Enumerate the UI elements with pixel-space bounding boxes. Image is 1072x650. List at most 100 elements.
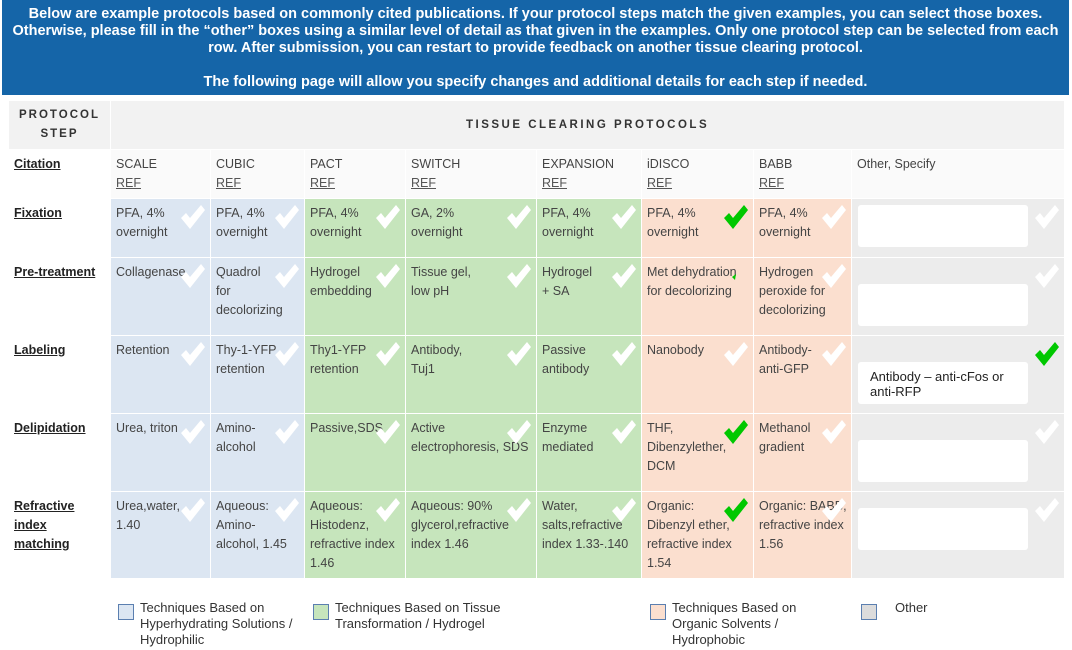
check-icon-selected[interactable] — [720, 417, 750, 447]
option-cell[interactable]: Urea, triton — [110, 413, 211, 492]
option-cell[interactable]: Hydrogel embedding — [304, 257, 406, 336]
option-cell[interactable]: Hydrogen peroxide for decolorizing — [753, 257, 852, 336]
option-cell[interactable]: Aqueous: Histodenz, refractive index 1.4… — [304, 491, 406, 579]
protocol-table: PROTOCOL STEP TISSUE CLEARING PROTOCOLS … — [8, 100, 1066, 579]
ref-link-switch[interactable]: REF — [411, 176, 436, 190]
option-cell[interactable]: Enzyme mediated — [536, 413, 642, 492]
ref-link-expansion[interactable]: REF — [542, 176, 567, 190]
option-cell[interactable]: Active electrophoresis, SDS — [405, 413, 537, 492]
check-icon[interactable] — [818, 202, 848, 232]
check-icon-selected[interactable] — [720, 495, 750, 525]
option-cell[interactable]: GA, 2% overnight — [405, 198, 537, 258]
check-icon[interactable] — [503, 495, 533, 525]
option-cell[interactable]: Passive,SDS — [304, 413, 406, 492]
check-icon[interactable] — [818, 261, 848, 291]
other-input[interactable] — [858, 440, 1029, 482]
check-icon[interactable] — [177, 202, 207, 232]
check-icon[interactable] — [271, 339, 301, 369]
other-input[interactable] — [858, 205, 1029, 247]
check-icon[interactable] — [177, 495, 207, 525]
check-icon[interactable] — [818, 339, 848, 369]
check-icon[interactable] — [503, 417, 533, 447]
option-text: THF, Dibenzylether, DCM — [647, 421, 727, 473]
option-cell[interactable]: Aqueous: 90% glycerol,refractive index 1… — [405, 491, 537, 579]
option-cell[interactable]: Hydrogel + SA — [536, 257, 642, 336]
check-icon[interactable] — [372, 417, 402, 447]
other-input-filled[interactable]: Antibody – anti-cFos or anti-RFP — [858, 362, 1029, 404]
option-cell[interactable]: Thy1-YFP retention — [304, 335, 406, 414]
check-icon[interactable] — [1031, 495, 1061, 525]
option-cell[interactable]: Amino-alcohol — [210, 413, 305, 492]
option-cell[interactable]: PFA, 4% overnight — [753, 198, 852, 258]
check-icon[interactable] — [608, 495, 638, 525]
option-cell[interactable]: PFA, 4% overnight — [641, 198, 754, 258]
check-icon[interactable] — [720, 339, 750, 369]
option-text: Met dehydration for decolorizing — [647, 265, 737, 298]
check-icon[interactable] — [1031, 261, 1061, 291]
option-cell[interactable]: Retention — [110, 335, 211, 414]
check-icon[interactable] — [372, 261, 402, 291]
check-icon[interactable] — [372, 495, 402, 525]
option-cell[interactable]: Organic: Dibenzyl ether, refractive inde… — [641, 491, 754, 579]
protocol-cubic: CUBIC REF — [210, 149, 305, 199]
check-icon[interactable] — [608, 417, 638, 447]
option-cell[interactable]: PFA, 4% overnight — [304, 198, 406, 258]
ref-link-pact[interactable]: REF — [310, 176, 335, 190]
check-icon[interactable] — [503, 261, 533, 291]
option-cell[interactable]: THF, Dibenzylether, DCM — [641, 413, 754, 492]
ref-link-babb[interactable]: REF — [759, 176, 784, 190]
check-icon[interactable] — [608, 339, 638, 369]
check-icon[interactable] — [372, 339, 402, 369]
check-icon-selected[interactable] — [720, 202, 750, 232]
check-icon[interactable] — [271, 202, 301, 232]
option-cell[interactable]: Water, salts,refractive index 1.33-.140 — [536, 491, 642, 579]
check-icon[interactable] — [818, 495, 848, 525]
check-icon[interactable] — [177, 417, 207, 447]
check-icon[interactable] — [608, 261, 638, 291]
other-input[interactable] — [858, 284, 1029, 326]
protocol-expansion: EXPANSION REF — [536, 149, 642, 199]
option-text: Enzyme mediated — [542, 421, 594, 454]
check-icon[interactable] — [177, 261, 207, 291]
check-icon-partial[interactable] — [720, 261, 750, 291]
other-input[interactable] — [858, 508, 1029, 550]
tissue-clearing-header: TISSUE CLEARING PROTOCOLS — [109, 100, 1066, 150]
option-cell[interactable]: Antibody, Tuj1 — [405, 335, 537, 414]
check-icon[interactable] — [1031, 202, 1061, 232]
option-cell[interactable]: Antibody-anti-GFP — [753, 335, 852, 414]
ref-link-idisco[interactable]: REF — [647, 176, 672, 190]
option-cell[interactable]: Organic: BABB, refractive index 1.56 — [753, 491, 852, 579]
option-cell[interactable]: PFA, 4% overnight — [210, 198, 305, 258]
option-cell[interactable]: Quadrol for decolorizing — [210, 257, 305, 336]
option-cell[interactable]: Met dehydration for decolorizing — [641, 257, 754, 336]
check-icon[interactable] — [177, 339, 207, 369]
option-cell[interactable]: Nanobody — [641, 335, 754, 414]
option-cell[interactable]: Methanol gradient — [753, 413, 852, 492]
option-cell[interactable]: Aqueous: Amino-alcohol, 1.45 — [210, 491, 305, 579]
check-icon[interactable] — [372, 202, 402, 232]
check-icon[interactable] — [503, 202, 533, 232]
ref-link-scale[interactable]: REF — [116, 176, 141, 190]
protocol-name: EXPANSION — [542, 157, 615, 171]
option-text: Tissue gel, low pH — [411, 265, 471, 298]
check-icon[interactable] — [818, 417, 848, 447]
check-icon-selected[interactable] — [1031, 339, 1061, 369]
check-icon[interactable] — [608, 202, 638, 232]
option-cell[interactable]: PFA, 4% overnight — [110, 198, 211, 258]
check-icon[interactable] — [271, 261, 301, 291]
ref-link-cubic[interactable]: REF — [216, 176, 241, 190]
option-cell[interactable]: Urea,water, 1.40 — [110, 491, 211, 579]
row-label-labeling: Labeling — [8, 335, 111, 414]
option-cell[interactable]: Collagenase — [110, 257, 211, 336]
check-icon[interactable] — [1031, 417, 1061, 447]
option-cell[interactable]: Thy-1-YFP retention — [210, 335, 305, 414]
protocol-name: CUBIC — [216, 157, 255, 171]
option-text: PFA, 4% overnight — [759, 206, 811, 239]
option-cell[interactable]: Passive antibody — [536, 335, 642, 414]
check-icon[interactable] — [271, 417, 301, 447]
check-icon[interactable] — [503, 339, 533, 369]
option-cell[interactable]: Tissue gel, low pH — [405, 257, 537, 336]
check-icon[interactable] — [271, 495, 301, 525]
option-text: PFA, 4% overnight — [542, 206, 594, 239]
option-cell[interactable]: PFA, 4% overnight — [536, 198, 642, 258]
